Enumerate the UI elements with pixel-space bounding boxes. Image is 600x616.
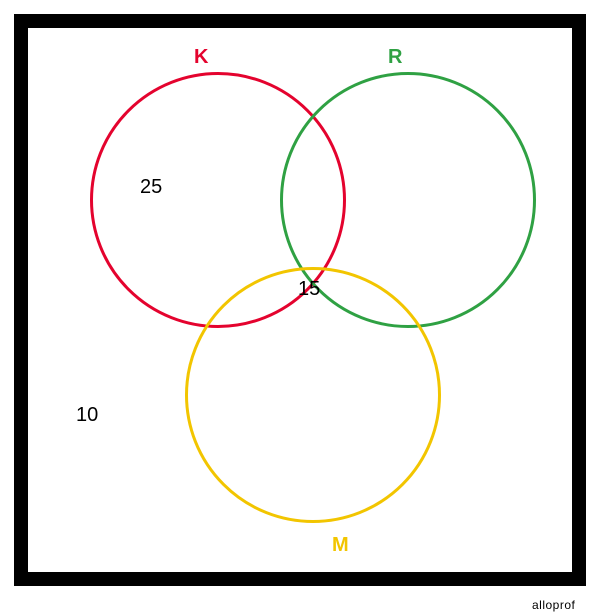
value-center: 15 (298, 278, 320, 301)
watermark: alloprof (532, 598, 575, 612)
set-circle-m (185, 267, 441, 523)
set-label-k: K (194, 46, 208, 69)
value-k-only: 25 (140, 176, 162, 199)
venn-diagram: K R M 25 15 10 alloprof (0, 0, 600, 616)
set-label-m: M (332, 534, 349, 557)
set-label-r: R (388, 46, 402, 69)
value-universe: 10 (76, 404, 98, 427)
